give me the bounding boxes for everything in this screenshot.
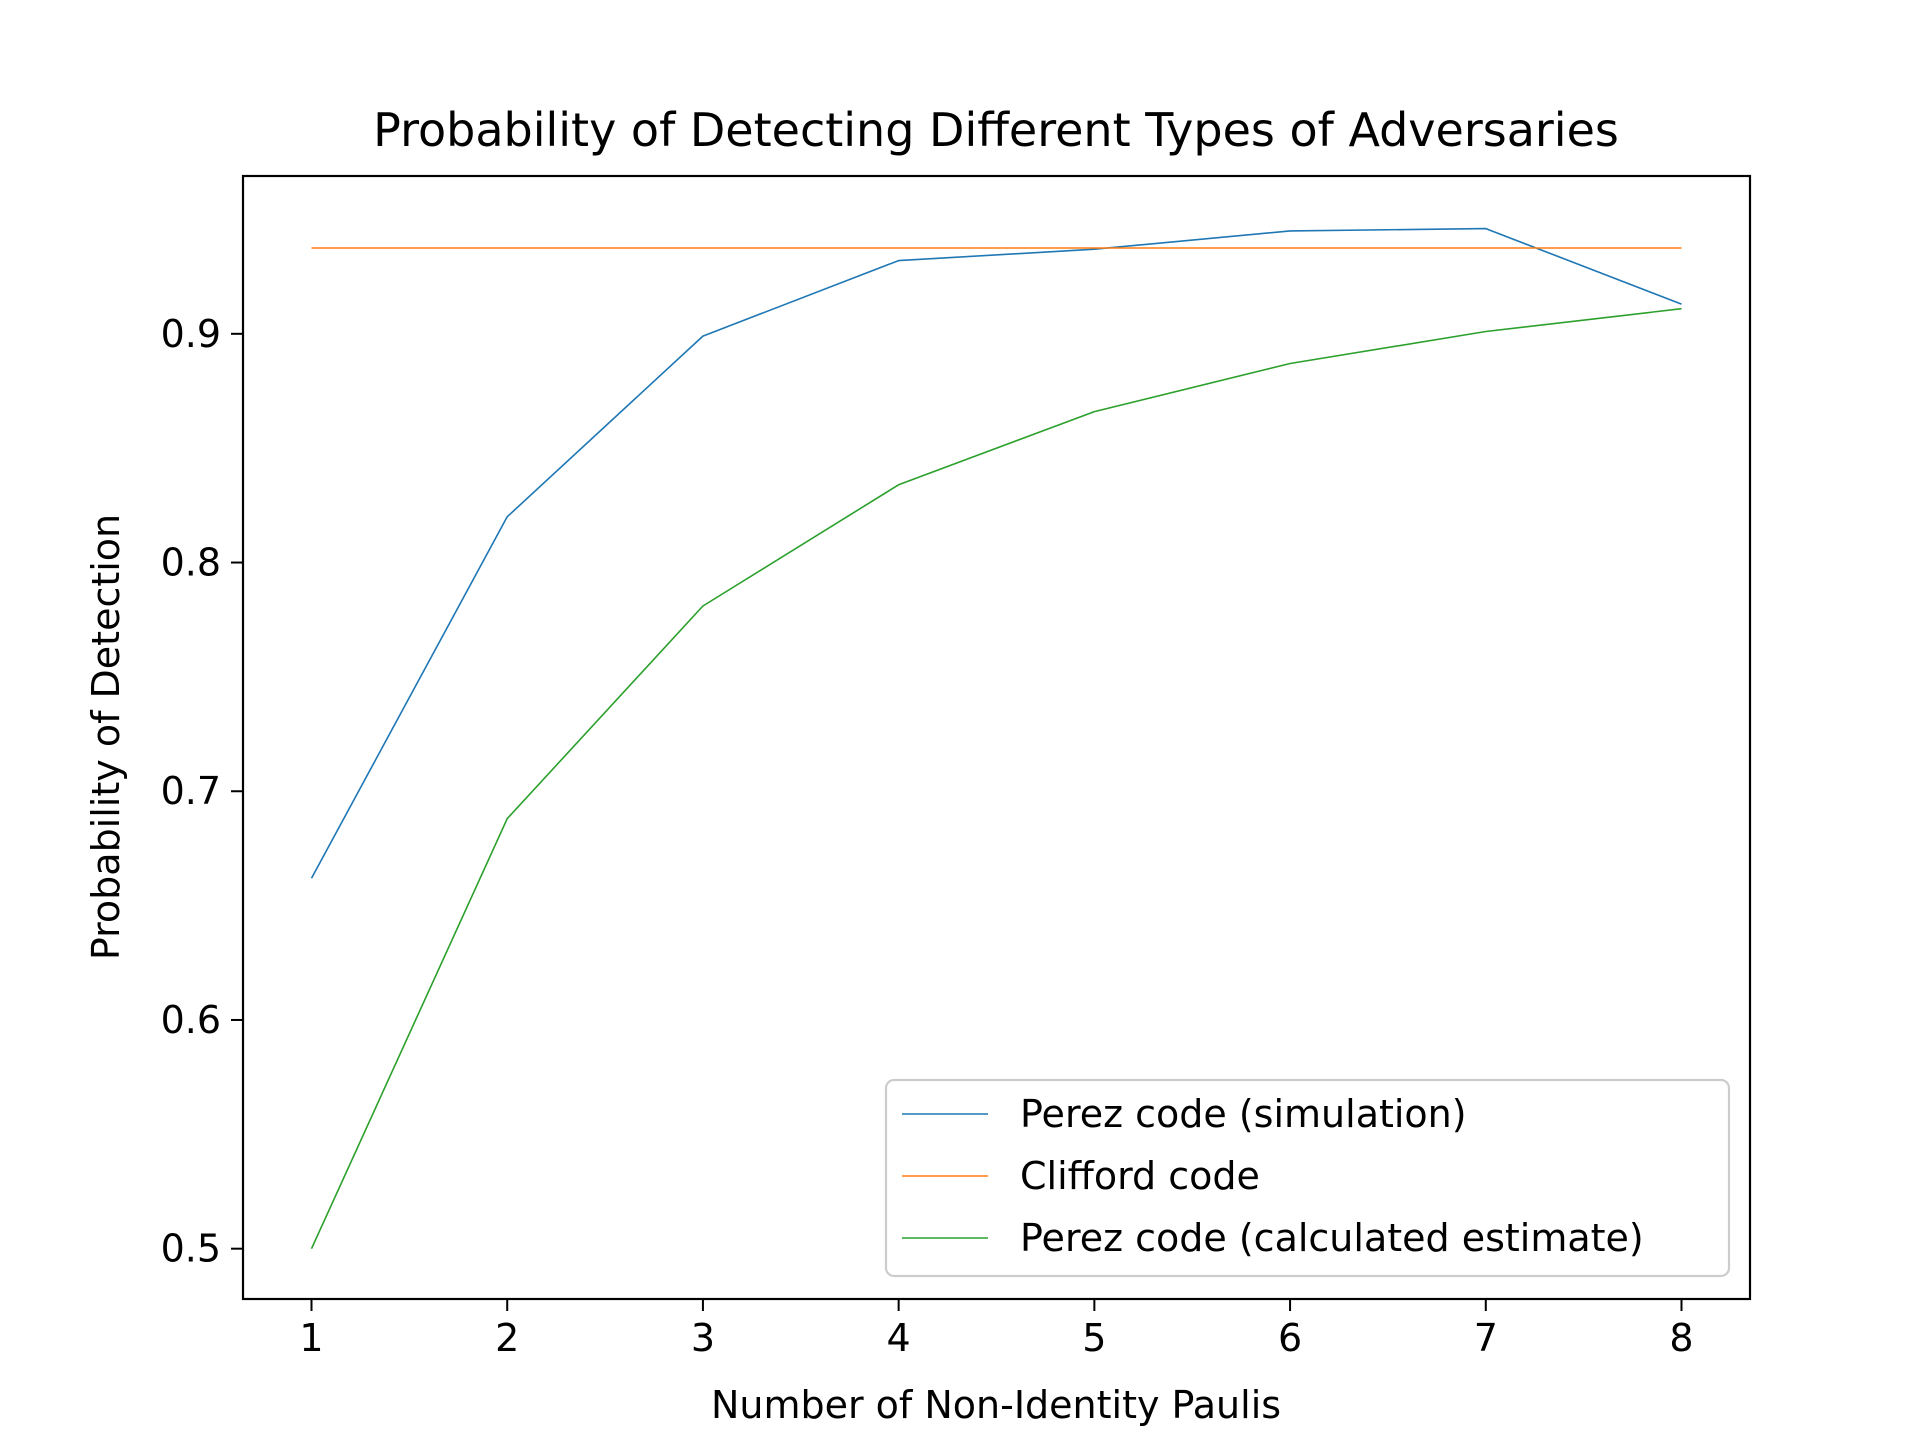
y-tick-label: 0.9 (161, 312, 221, 356)
x-tick-label: 3 (691, 1316, 715, 1360)
y-axis-label: Probability of Detection (84, 514, 128, 960)
legend: Perez code (simulation) Clifford code Pe… (884, 1078, 1731, 1278)
x-tick-label: 8 (1669, 1316, 1693, 1360)
y-tick-label: 0.5 (161, 1227, 221, 1271)
x-tick-label: 6 (1278, 1316, 1302, 1360)
x-tick-label: 1 (299, 1316, 323, 1360)
chart-title: Probability of Detecting Different Types… (373, 103, 1619, 157)
x-tick-label: 7 (1474, 1316, 1498, 1360)
x-axis-label: Number of Non-Identity Paulis (711, 1383, 1281, 1427)
plot-frame (241, 174, 1752, 1301)
legend-label-perez-simulation: Perez code (simulation) (1020, 1092, 1467, 1136)
x-tick-label: 4 (887, 1316, 911, 1360)
y-tick-label: 0.8 (161, 541, 221, 585)
y-tick-label: 0.6 (161, 998, 221, 1042)
series-line-perez-estimate (310, 307, 1682, 1250)
series-layer (310, 227, 1682, 1250)
series-line-perez-simulation (310, 227, 1682, 879)
x-axis: 1 2 3 4 5 6 7 8 (299, 1299, 1694, 1360)
y-tick-label: 0.7 (161, 769, 221, 813)
x-tick-label: 2 (495, 1316, 519, 1360)
y-axis: 0.5 0.6 0.7 0.8 0.9 (161, 312, 243, 1271)
x-tick-label: 5 (1082, 1316, 1106, 1360)
legend-box (884, 1078, 1731, 1278)
legend-label-perez-estimate: Perez code (calculated estimate) (1020, 1216, 1644, 1260)
legend-label-clifford: Clifford code (1020, 1154, 1260, 1198)
